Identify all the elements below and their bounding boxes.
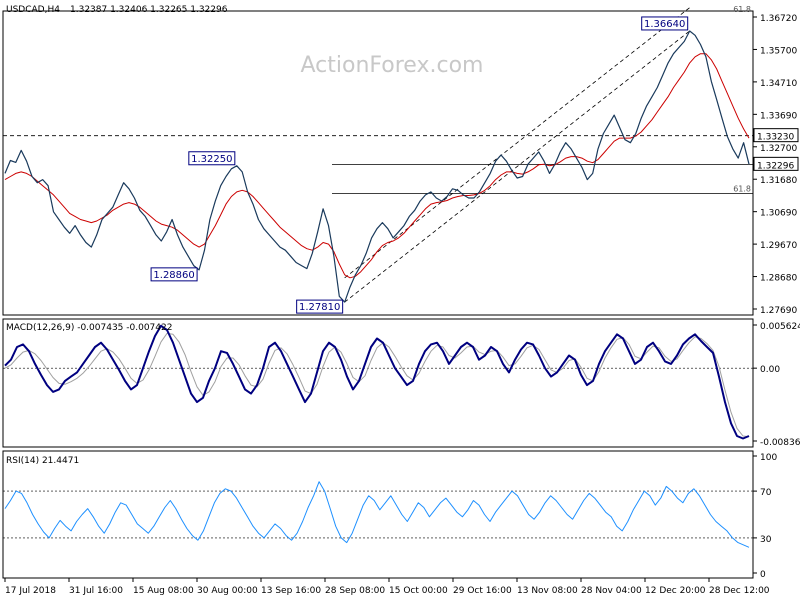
chart-title: USDCAD,H4: [6, 5, 60, 15]
y-tick-label: 1.30690: [760, 209, 797, 219]
right-price-tag: [753, 128, 799, 143]
x-axis: 17 Jul 2018 31 Jul 16:00 15 Aug 08:00 30 Au…: [4, 578, 770, 596]
right-price-tag-label: 1.32296: [757, 161, 794, 171]
y-tick-label: 1.32700: [760, 144, 797, 154]
panel-frame: [2, 10, 754, 316]
macd-signal-line: [4, 332, 750, 438]
x-tick-label: 15 Aug 08:00: [133, 586, 194, 596]
watermark: ActionForex.com: [301, 53, 484, 78]
y-tick-label: 1.29670: [760, 241, 797, 251]
panel-frame: [2, 450, 754, 579]
price-panel: ActionForex.com USDCAD,H4 1.32387 1.32406 …: [2, 5, 799, 316]
y-tick-label: -0.00836: [760, 438, 800, 448]
y-tick-label: 1.27690: [760, 306, 797, 316]
rsi-title: RSI(14) 21.4471: [6, 456, 79, 466]
macd-panel: MACD(12,26,9) -0.007435 -0.007422 0.00562…: [2, 318, 800, 448]
fib-label: 61.8: [733, 184, 751, 193]
rsi-line: [4, 481, 750, 548]
y-tick-label: 0: [760, 570, 766, 580]
x-tick-label: 31 Jul 16:00: [69, 586, 123, 596]
right-price-tag: [753, 156, 799, 171]
price-tag-label: 1.27810: [299, 302, 340, 313]
macd-title: MACD(12,26,9) -0.007435 -0.007422: [6, 323, 172, 333]
trend-channel-lower: [344, 30, 690, 303]
x-tick-label: 28 Nov 04:00: [581, 586, 642, 596]
price-tag-label: 1.32250: [191, 154, 232, 165]
x-tick-label: 13 Sep 16:00: [261, 586, 321, 596]
y-tick-label: 0.00: [760, 365, 780, 375]
macd-line: [4, 324, 750, 440]
y-tick-label: 70: [760, 488, 772, 498]
x-tick-label: 28 Dec 12:00: [709, 586, 770, 596]
y-tick-label: 1.28680: [760, 274, 797, 284]
price-tag-box: [150, 267, 198, 282]
y-tick-label: 100: [760, 453, 777, 463]
x-tick-label: 30 Aug 00:00: [197, 586, 258, 596]
rsi-panel: RSI(14) 21.4471 100 70 30 0: [2, 450, 777, 580]
ohlc-readout: 1.32387 1.32406 1.32265 1.32296: [70, 5, 228, 15]
x-tick-label: 28 Sep 08:00: [325, 586, 385, 596]
x-tick-label: 12 Dec 20:00: [645, 586, 706, 596]
x-tick-label: 15 Oct 00:00: [389, 586, 448, 596]
price-tag-box: [188, 151, 236, 166]
y-tick-label: 1.33690: [760, 111, 797, 121]
x-tick-label: 17 Jul 2018: [5, 586, 56, 596]
price-tag-label: 1.28860: [153, 270, 194, 281]
moving-average-line: [4, 53, 750, 279]
y-tick-label: 1.31680: [760, 176, 797, 186]
y-tick-label: 1.36720: [760, 14, 797, 24]
y-tick-label: 0.005624: [760, 322, 800, 332]
price-line: [4, 30, 750, 303]
price-tag-box: [296, 299, 344, 314]
y-tick-label: 30: [760, 535, 772, 545]
fib-label: 61.8: [733, 5, 751, 14]
y-tick-label: 1.35700: [760, 46, 797, 56]
price-tag-label: 1.36640: [644, 19, 685, 30]
y-tick-label: 1.34710: [760, 79, 797, 89]
trend-channel-upper: [344, 7, 690, 279]
right-price-tag-label: 1.33230: [757, 133, 794, 143]
x-tick-label: 29 Oct 16:00: [453, 586, 512, 596]
price-tag-box: [641, 16, 689, 31]
x-tick-label: 13 Nov 08:00: [517, 586, 578, 596]
